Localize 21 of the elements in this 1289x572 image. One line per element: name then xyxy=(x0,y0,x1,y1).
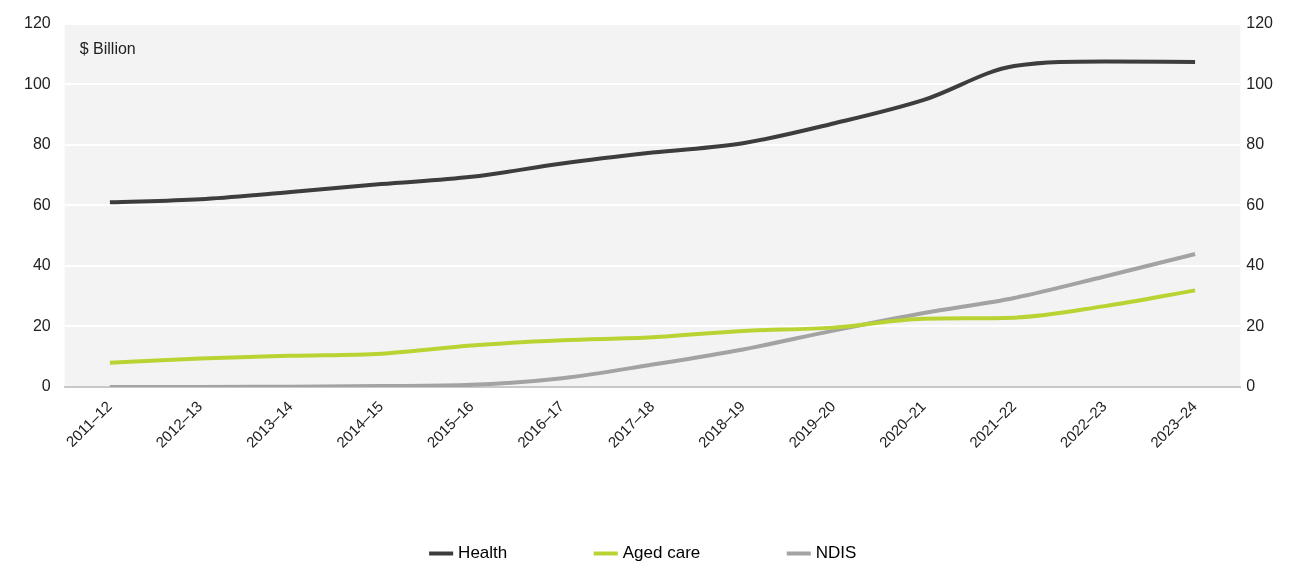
y-tick-label: 80 xyxy=(32,135,51,153)
legend-label: Health xyxy=(458,543,508,563)
y2-tick-label: 60 xyxy=(1246,195,1265,213)
y-tick-label: 60 xyxy=(32,195,51,213)
y2-tick-label: 20 xyxy=(1246,316,1265,334)
legend-label: NDIS xyxy=(815,543,857,563)
y2-tick-label: 40 xyxy=(1246,256,1265,274)
y2-tick-label: 100 xyxy=(1246,74,1274,92)
y-tick-label: 100 xyxy=(23,74,51,92)
y2-tick-label: 0 xyxy=(1246,377,1256,395)
legend-label: Aged care xyxy=(622,543,701,563)
y-tick-label: 40 xyxy=(32,256,51,274)
y-axis-title: $ Billion xyxy=(79,40,136,58)
line-series xyxy=(107,252,1198,387)
line-series xyxy=(107,59,1198,205)
y-tick-label: 120 xyxy=(23,14,51,32)
line-series xyxy=(107,288,1198,365)
y2-tick-label: 120 xyxy=(1246,14,1274,32)
y-tick-label: 0 xyxy=(41,377,51,395)
y-tick-label: 20 xyxy=(32,316,51,334)
y2-tick-label: 80 xyxy=(1246,135,1265,153)
